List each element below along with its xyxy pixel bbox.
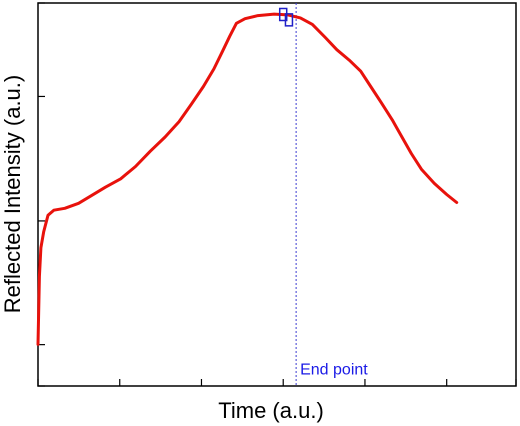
series-layer <box>36 12 459 346</box>
marker-layer <box>278 7 294 27</box>
x-axis-title: Time (a.u.) <box>218 398 324 423</box>
end-point-label: End point <box>300 362 368 379</box>
x-axis-ticks <box>37 379 517 386</box>
data-marker-1 <box>284 13 294 27</box>
y-axis-title: Reflected Intensity (a.u.) <box>0 75 25 313</box>
y-axis-ticks <box>38 2 45 387</box>
plot-area <box>37 2 517 387</box>
series-line-0 <box>36 12 459 346</box>
